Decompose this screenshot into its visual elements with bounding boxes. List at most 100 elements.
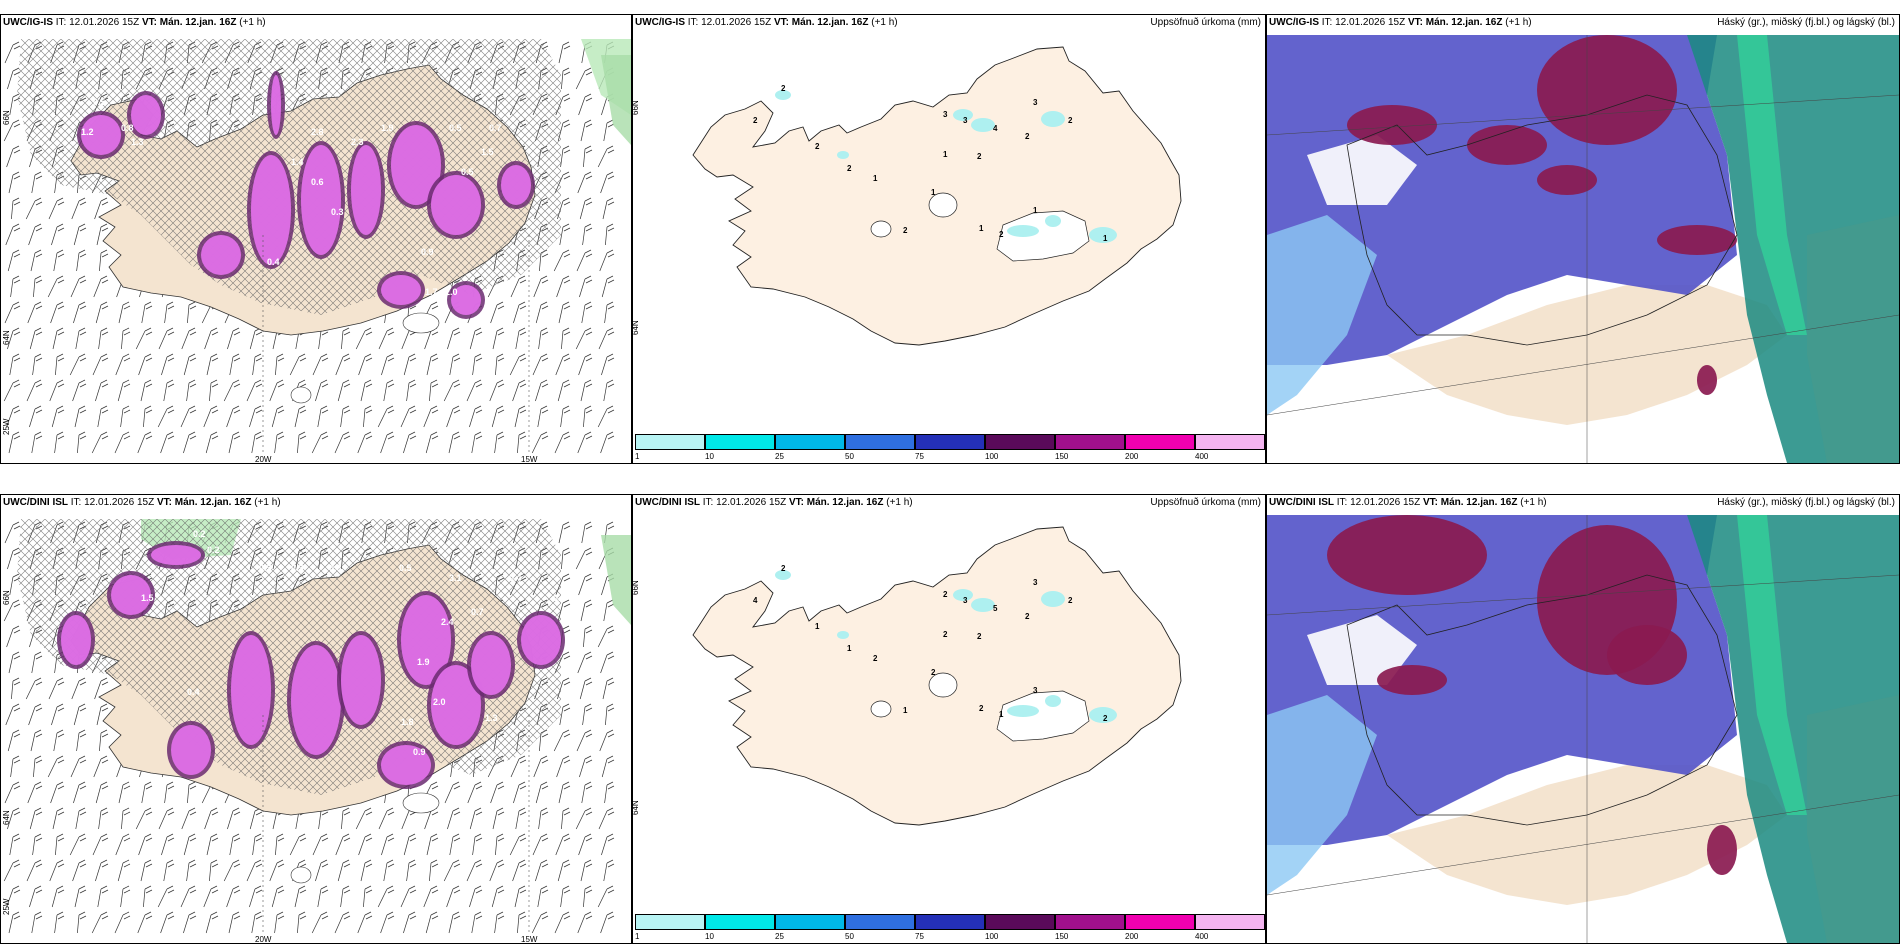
wind-barb bbox=[74, 885, 87, 908]
wind-barb bbox=[600, 651, 615, 674]
wind-barb bbox=[403, 353, 417, 376]
wind-barb bbox=[576, 249, 593, 272]
colorbar-cell bbox=[1055, 434, 1125, 450]
wind-barb bbox=[209, 859, 219, 882]
wind-barb bbox=[93, 755, 109, 778]
wind-barb bbox=[95, 301, 109, 324]
wind-barb bbox=[448, 911, 461, 934]
value-label: 3.1 bbox=[449, 573, 462, 583]
wind-barb bbox=[163, 379, 175, 402]
wind-barb bbox=[582, 223, 593, 246]
wind-barb bbox=[444, 781, 461, 804]
wind-barb bbox=[206, 833, 219, 856]
value-label: 0.3 bbox=[291, 563, 304, 573]
wind-barb bbox=[535, 301, 549, 324]
wind-barb bbox=[246, 859, 263, 882]
wind-barb bbox=[4, 301, 21, 324]
wind-barb bbox=[33, 275, 43, 298]
wind-barb bbox=[54, 431, 65, 454]
wind-barb bbox=[490, 301, 505, 324]
glacier bbox=[402, 312, 440, 334]
wind-barb bbox=[491, 885, 505, 908]
precip-contour-inner bbox=[391, 125, 441, 205]
wind-barb bbox=[403, 911, 417, 934]
value-label: 0.5 bbox=[399, 563, 412, 573]
wind-barb bbox=[297, 431, 307, 454]
colorbar-tick-label: 200 bbox=[1125, 932, 1139, 941]
precip-value-label: 1 bbox=[847, 644, 852, 653]
value-label: 1.5 bbox=[481, 147, 494, 157]
wind-barb bbox=[223, 859, 241, 882]
wind-barb bbox=[533, 275, 549, 298]
panel-header: UWC/DINI ISL IT: 12.01.2026 15Z VT: Mán.… bbox=[3, 497, 281, 508]
wind-barb bbox=[355, 327, 373, 350]
low-cloud-fringe bbox=[1267, 695, 1377, 895]
mid-cloud-area bbox=[1707, 825, 1737, 875]
wind-barb bbox=[597, 145, 615, 168]
panel-header: UWC/IG-IS IT: 12.01.2026 15Z VT: Mán. 12… bbox=[1269, 17, 1532, 28]
value-label: 0.5 bbox=[553, 593, 566, 603]
wind-barb bbox=[99, 249, 109, 272]
precip-area bbox=[1045, 695, 1061, 707]
colorbar-cell bbox=[915, 434, 985, 450]
colorbar-cell bbox=[1125, 914, 1195, 930]
wind-barb bbox=[164, 781, 175, 804]
wind-barb bbox=[249, 405, 263, 428]
wind-barb bbox=[577, 651, 593, 674]
wind-map: 0.5 1.2 0.8 1.3 2.8 1.9 2.3 0.5 0.7 1.5 0.9 2.0 1.7 0… bbox=[3, 39, 631, 455]
wind-barb bbox=[423, 885, 439, 908]
wind-barb bbox=[29, 327, 43, 350]
precip-value-label: 1 bbox=[873, 174, 878, 183]
axis-label-bottom-2: 15W bbox=[521, 935, 538, 944]
colorbar-tick-label: 100 bbox=[985, 452, 999, 461]
wind-barb bbox=[91, 431, 109, 454]
wind-barb bbox=[578, 573, 593, 596]
wind-barb bbox=[494, 431, 505, 454]
wind-barb bbox=[423, 405, 439, 428]
value-label: 0.2 bbox=[193, 529, 206, 539]
wind-barb bbox=[380, 911, 395, 934]
wind-barb bbox=[274, 911, 285, 934]
wind-barb bbox=[601, 755, 615, 778]
colorbar-tick-label: 200 bbox=[1125, 452, 1139, 461]
wind-barb bbox=[515, 327, 527, 350]
colorbar-cell bbox=[1195, 434, 1265, 450]
glacier-hofsjokull bbox=[870, 220, 892, 238]
wind-barb bbox=[556, 275, 571, 298]
precip-contour-inner bbox=[501, 165, 531, 205]
wind-barb bbox=[72, 379, 87, 402]
cloud-panel-dini: UWC/DINI ISL IT: 12.01.2026 15Z VT: Mán.… bbox=[1266, 494, 1900, 944]
wind-panel-ig-is: UWC/IG-IS IT: 12.01.2026 15Z VT: Mán. 12… bbox=[0, 14, 632, 464]
precip-value-label: 2 bbox=[781, 84, 786, 93]
colorbar-cell bbox=[635, 914, 705, 930]
high-cloud-area bbox=[1807, 215, 1899, 463]
value-label: 1.2 bbox=[81, 127, 94, 137]
wind-barb bbox=[509, 353, 527, 376]
wind-barb bbox=[118, 781, 131, 804]
value-label: 0.4 bbox=[267, 257, 280, 267]
wind-barb bbox=[50, 781, 65, 804]
wind-barb bbox=[494, 911, 505, 934]
axis-label-left-1: 66N bbox=[2, 590, 11, 605]
wind-barb bbox=[6, 625, 21, 648]
wind-barb bbox=[77, 431, 87, 454]
wind-barb bbox=[317, 405, 329, 428]
wind-barb bbox=[532, 833, 549, 856]
wind-barb bbox=[8, 431, 21, 454]
wind-barb bbox=[495, 353, 505, 376]
wind-barb bbox=[75, 807, 87, 830]
wind-barb bbox=[446, 405, 461, 428]
wind-barb bbox=[98, 807, 109, 830]
wind-barb bbox=[8, 911, 21, 934]
colorbar-cell bbox=[1195, 914, 1265, 930]
wind-barb bbox=[605, 223, 615, 246]
precip-value-label: 2 bbox=[847, 164, 852, 173]
wind-barb bbox=[582, 703, 593, 726]
precip-value-label: 2 bbox=[979, 704, 984, 713]
wind-barb bbox=[9, 353, 21, 376]
axis-label-bottom-2: 15W bbox=[521, 455, 538, 464]
wind-barb bbox=[143, 405, 153, 428]
wind-barb bbox=[3, 119, 21, 142]
precip-value-label: 5 bbox=[993, 604, 998, 613]
wind-barb bbox=[26, 859, 43, 882]
